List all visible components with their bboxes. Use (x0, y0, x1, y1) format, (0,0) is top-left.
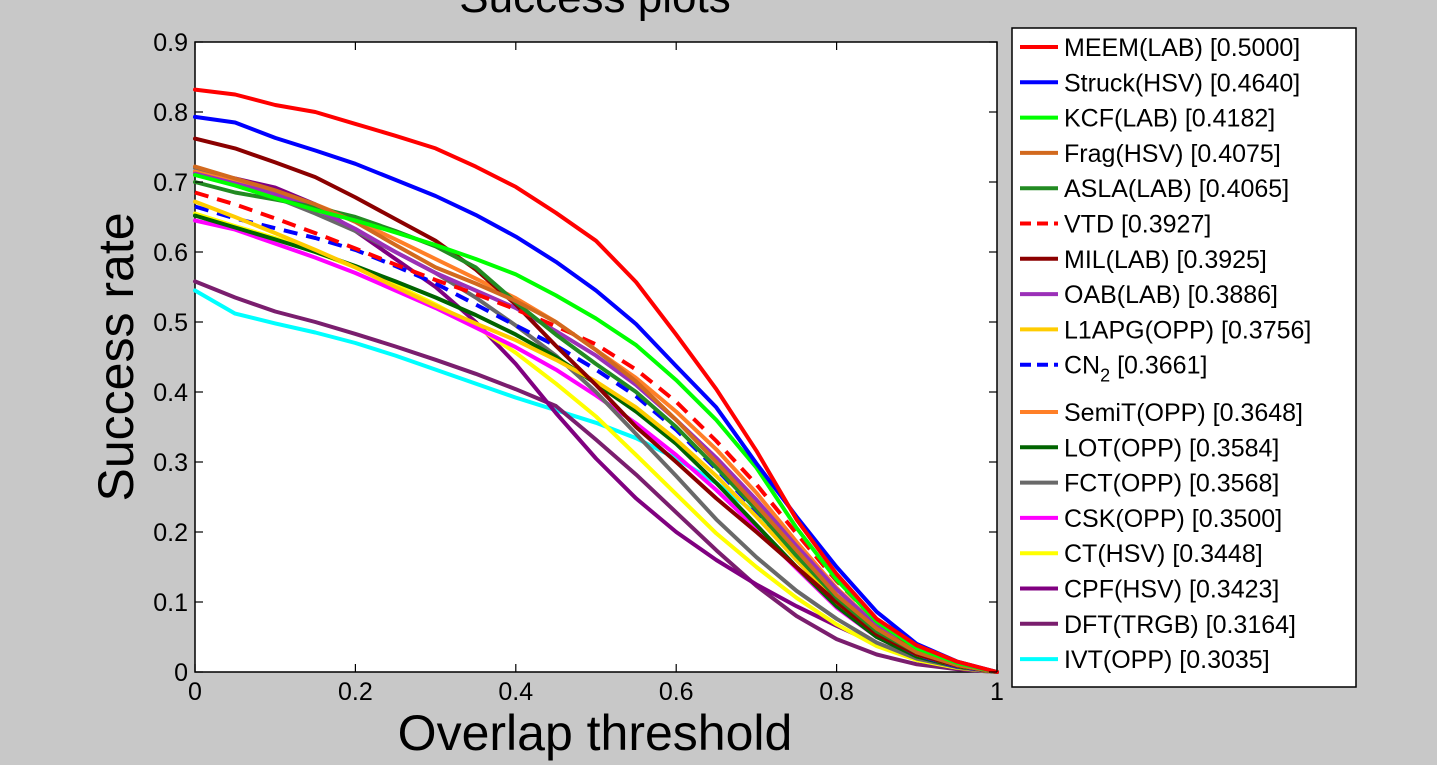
series-line-0 (193, 87, 999, 674)
legend-item-6: MIL(LAB) [0.3925] (1020, 246, 1267, 274)
legend-label: Struck(HSV) [0.4640] (1064, 69, 1300, 97)
legend-label: OAB(LAB) [0.3886] (1064, 281, 1278, 309)
y-tick-label: 0.9 (153, 29, 188, 57)
legend-item-2: KCF(LAB) [0.4182] (1020, 105, 1275, 133)
chart-title: Success plots (459, 0, 730, 22)
legend-label: MEEM(LAB) [0.5000] (1064, 34, 1300, 62)
series-line-6 (193, 136, 999, 674)
legend-item-4: ASLA(LAB) [0.4065] (1020, 175, 1289, 203)
y-tick-label: 0.1 (153, 589, 188, 617)
legend-item-13: CSK(OPP) [0.3500] (1020, 505, 1282, 533)
legend-item-10: SemiT(OPP) [0.3648] (1020, 399, 1303, 427)
y-axis-label: Success rate (88, 212, 144, 501)
legend-item-14: CT(HSV) [0.3448] (1020, 540, 1263, 568)
legend-label: VTD [0.3927] (1064, 211, 1211, 239)
series-layer (193, 87, 999, 674)
legend: MEEM(LAB) [0.5000] Struck(HSV) [0.4640] KC… (1020, 34, 1311, 674)
series-line-1 (193, 114, 999, 674)
legend-label: SemiT(OPP) [0.3648] (1064, 399, 1303, 427)
legend-item-1: Struck(HSV) [0.4640] (1020, 69, 1300, 97)
x-tick-label: 0.4 (498, 678, 533, 706)
series-line-12 (193, 166, 999, 674)
axes-layer: 0 0.2 0.4 0.6 0.8 1 0 0.1 0.2 0.3 0.4 0.5 0.6 0.7 0.8 0… (153, 29, 1004, 706)
x-tick-label: 0.6 (659, 678, 694, 706)
y-tick-label: 0.2 (153, 519, 188, 547)
legend-item-5: VTD [0.3927] (1020, 211, 1211, 239)
legend-label: CSK(OPP) [0.3500] (1064, 505, 1282, 533)
legend-item-11: LOT(OPP) [0.3584] (1020, 434, 1279, 462)
series-line-3 (193, 164, 999, 674)
x-tick-label: 1 (990, 678, 1004, 706)
legend-label: KCF(LAB) [0.4182] (1064, 105, 1275, 133)
legend-label: MIL(LAB) [0.3925] (1064, 246, 1267, 274)
series-line-9 (194, 204, 998, 674)
legend-item-8: L1APG(OPP) [0.3756] (1020, 316, 1311, 344)
legend-label: Frag(HSV) [0.4075] (1064, 140, 1281, 168)
y-tick-label: 0 (174, 659, 188, 687)
legend-label: LOT(OPP) [0.3584] (1064, 434, 1279, 462)
y-tick-label: 0.5 (153, 309, 188, 337)
legend-item-15: CPF(HSV) [0.3423] (1020, 576, 1279, 604)
series-line-16 (193, 279, 999, 674)
x-axis-label: Overlap threshold (398, 705, 793, 761)
legend-item-12: FCT(OPP) [0.3568] (1020, 470, 1279, 498)
y-tick-label: 0.8 (153, 99, 188, 127)
legend-item-17: IVT(OPP) [0.3035] (1020, 646, 1270, 674)
legend-box (1011, 27, 1357, 688)
series-line-2 (193, 173, 999, 674)
legend-item-0: MEEM(LAB) [0.5000] (1020, 34, 1300, 62)
legend-label: CT(HSV) [0.3448] (1064, 540, 1263, 568)
y-tick-label: 0.4 (153, 379, 188, 407)
legend-item-7: OAB(LAB) [0.3886] (1020, 281, 1278, 309)
legend-label: CPF(HSV) [0.3423] (1064, 576, 1279, 604)
legend-label: CN2 [0.3661] (1064, 352, 1207, 386)
x-tick-label: 0.2 (338, 678, 373, 706)
y-tick-label: 0.6 (153, 239, 188, 267)
legend-label: L1APG(OPP) [0.3756] (1064, 316, 1311, 344)
legend-item-3: Frag(HSV) [0.4075] (1020, 140, 1281, 168)
legend-label: IVT(OPP) [0.3035] (1064, 646, 1270, 674)
x-tick-label: 0.8 (819, 678, 854, 706)
legend-label: DFT(TRGB) [0.3164] (1064, 611, 1296, 639)
x-tick-label: 0 (188, 678, 202, 706)
legend-label: ASLA(LAB) [0.4065] (1064, 175, 1289, 203)
legend-item-16: DFT(TRGB) [0.3164] (1020, 611, 1296, 639)
y-tick-label: 0.7 (153, 169, 188, 197)
legend-label: FCT(OPP) [0.3568] (1064, 470, 1279, 498)
legend-item-9: CN2 [0.3661] (1020, 352, 1207, 386)
y-tick-label: 0.3 (153, 449, 188, 477)
